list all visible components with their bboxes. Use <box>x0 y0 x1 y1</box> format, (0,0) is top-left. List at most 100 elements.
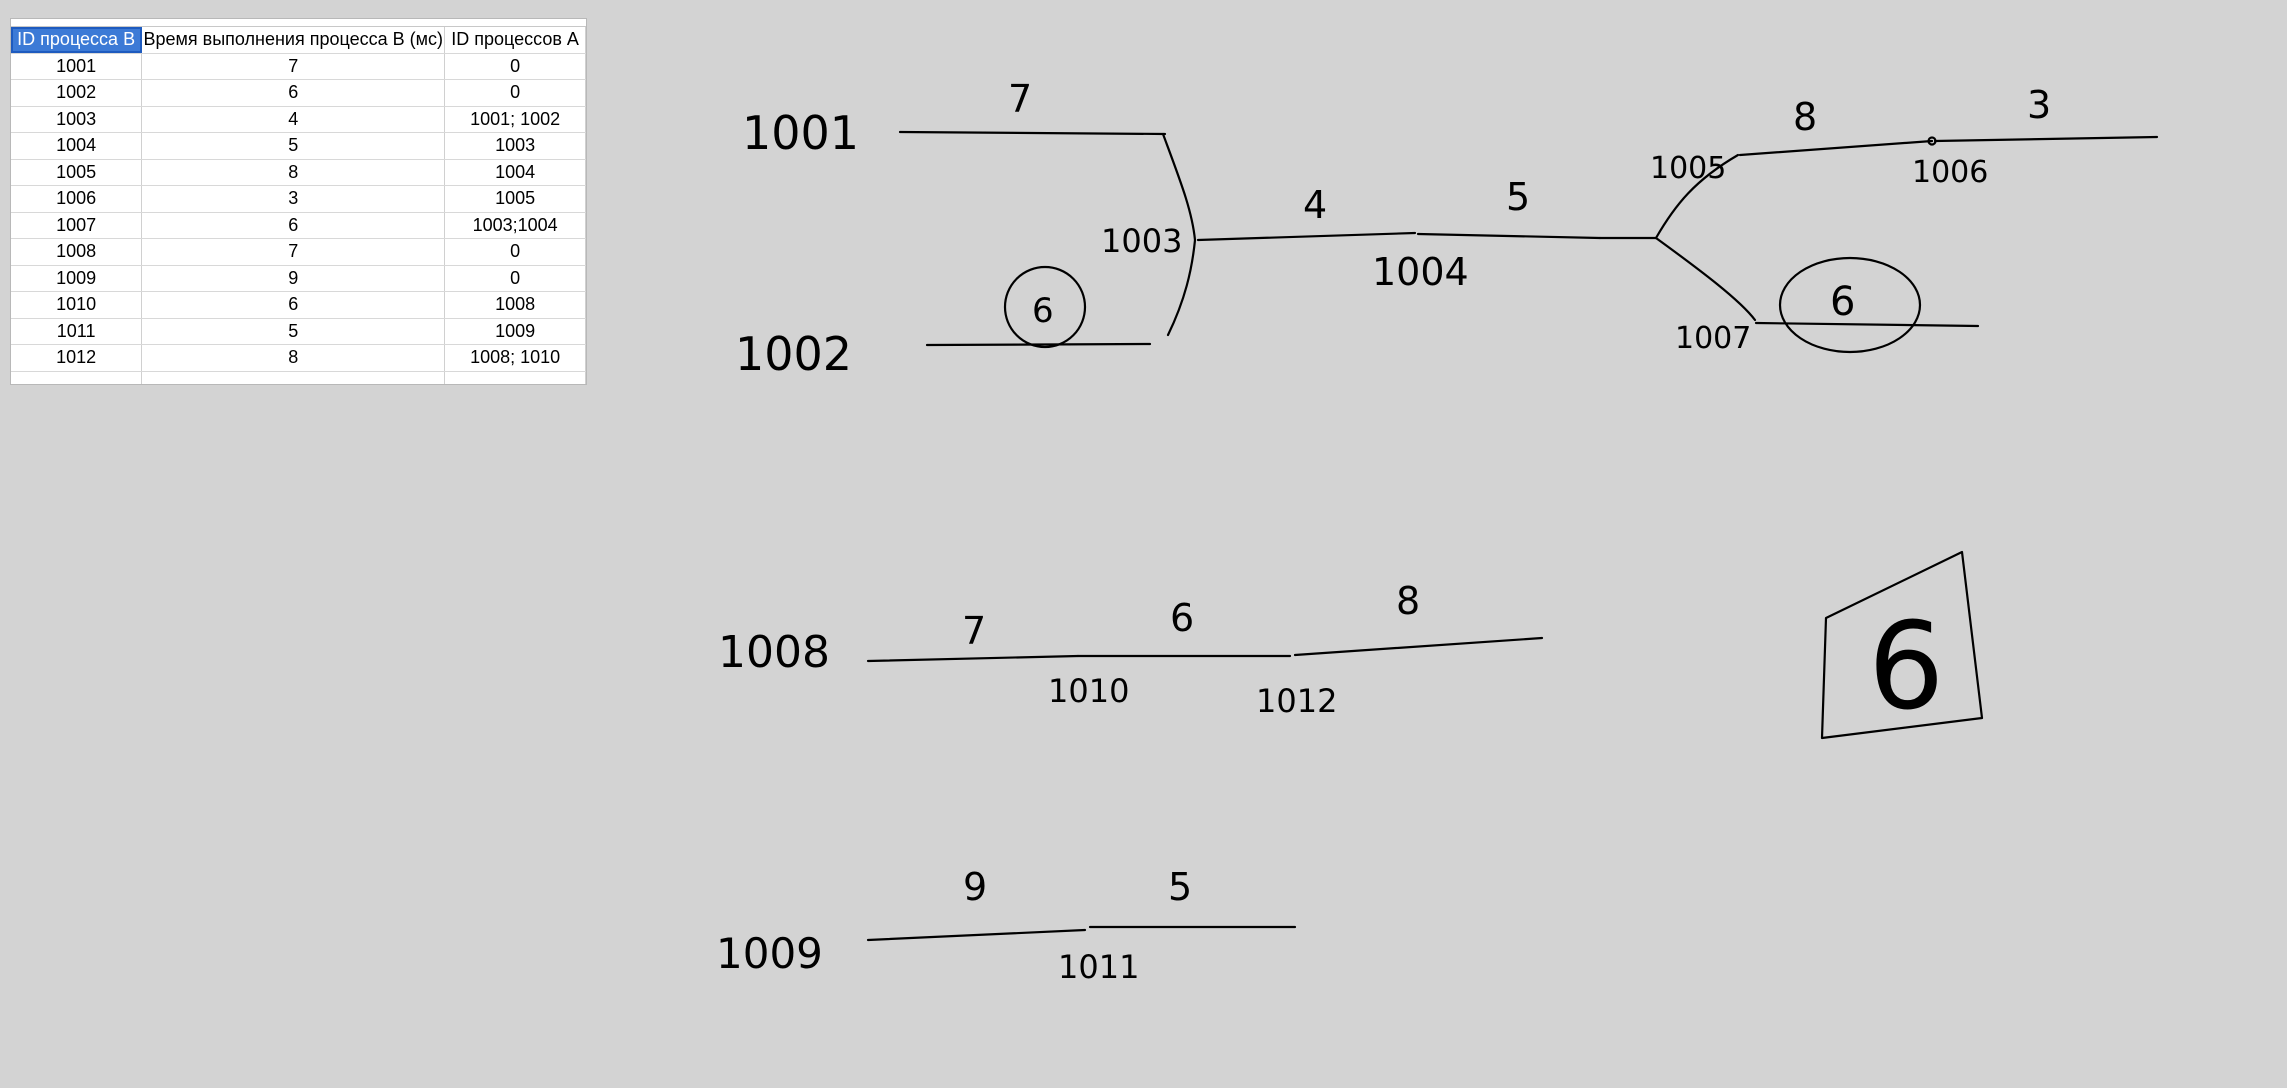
cell-predecessors[interactable]: 1009 <box>444 318 586 345</box>
result-box <box>1820 550 1984 740</box>
table-row: 1006 3 1005 <box>11 185 586 213</box>
edge-merge-upper <box>1161 132 1197 242</box>
edge-1001 <box>898 130 1167 136</box>
cell-process-id[interactable]: 1011 <box>11 318 143 345</box>
empty-cell[interactable] <box>444 371 586 384</box>
table-row: 1004 5 1003 <box>11 132 586 160</box>
circled-6-right <box>1778 256 1922 354</box>
cell-process-id[interactable]: 1009 <box>11 265 143 292</box>
cell-exec-time[interactable]: 7 <box>141 53 446 80</box>
empty-cell[interactable] <box>11 371 143 384</box>
sheet-header-strip <box>11 19 586 27</box>
cell-predecessors[interactable]: 1008 <box>444 291 586 319</box>
table-row: 1005 8 1004 <box>11 159 586 186</box>
cell-predecessors[interactable]: 0 <box>444 238 586 266</box>
cell-exec-time[interactable]: 7 <box>141 238 446 266</box>
table-row: 1002 6 0 <box>11 79 586 107</box>
cell-exec-time[interactable]: 8 <box>141 344 446 372</box>
label-1011: 1011 <box>1058 948 1139 986</box>
cell-exec-time[interactable]: 5 <box>141 318 446 345</box>
weight-1009: 9 <box>963 865 987 909</box>
cell-exec-time[interactable]: 6 <box>141 79 446 107</box>
label-1008: 1008 <box>718 627 830 678</box>
result-value: 6 <box>1868 598 1944 737</box>
cell-predecessors[interactable]: 1001; 1002 <box>444 106 586 133</box>
header-predecessors[interactable]: ID процессов A <box>444 27 586 54</box>
header-process-id[interactable]: ID процесса B <box>11 27 143 54</box>
edge-1008 <box>866 654 1080 663</box>
cell-process-id[interactable]: 1012 <box>11 344 143 372</box>
weight-1007: 6 <box>1830 279 1855 325</box>
cell-exec-time[interactable]: 3 <box>141 185 446 213</box>
cell-exec-time[interactable]: 5 <box>141 132 446 160</box>
table-row: 1012 8 1008; 1010 <box>11 344 586 372</box>
edge-merge-lower <box>1166 238 1197 337</box>
label-1003: 1003 <box>1101 222 1182 260</box>
cell-exec-time[interactable]: 8 <box>141 159 446 186</box>
edge-1005 <box>1738 139 1934 157</box>
table-header-row: ID процесса B Время выполнения процесса … <box>11 27 586 54</box>
label-1007: 1007 <box>1675 321 1751 356</box>
weight-1008: 7 <box>962 609 986 653</box>
circled-6-left <box>1003 265 1087 349</box>
table-row: 1011 5 1009 <box>11 318 586 345</box>
spreadsheet-panel[interactable]: ID процесса B Время выполнения процесса … <box>10 18 587 385</box>
weight-1010: 6 <box>1170 596 1194 640</box>
weight-1001: 7 <box>1008 77 1032 121</box>
cell-exec-time[interactable]: 6 <box>141 212 446 239</box>
cell-process-id[interactable]: 1004 <box>11 132 143 160</box>
cell-process-id[interactable]: 1001 <box>11 53 143 80</box>
edge-branch-up <box>1654 153 1740 240</box>
edge-1007 <box>1754 321 1980 328</box>
label-1010: 1010 <box>1048 672 1129 710</box>
cell-predecessors[interactable]: 0 <box>444 53 586 80</box>
weight-1011: 5 <box>1168 865 1192 909</box>
cell-predecessors[interactable]: 0 <box>444 79 586 107</box>
table-row: 1003 4 1001; 1002 <box>11 106 586 133</box>
label-1002: 1002 <box>735 327 852 381</box>
cell-process-id[interactable]: 1005 <box>11 159 143 186</box>
cell-predecessors[interactable]: 1003;1004 <box>444 212 586 239</box>
cell-process-id[interactable]: 1006 <box>11 185 143 213</box>
cell-process-id[interactable]: 1010 <box>11 291 143 319</box>
header-exec-time[interactable]: Время выполнения процесса B (мс) <box>141 27 446 54</box>
weight-1006: 3 <box>2027 83 2051 127</box>
cell-exec-time[interactable]: 4 <box>141 106 446 133</box>
weight-1002: 6 <box>1032 291 1054 331</box>
table-row: 1009 9 0 <box>11 265 586 292</box>
cell-predecessors[interactable]: 1005 <box>444 185 586 213</box>
process-table: ID процесса B Время выполнения процесса … <box>11 27 586 384</box>
label-1009: 1009 <box>716 929 823 978</box>
weight-1005: 8 <box>1793 95 1817 139</box>
weight-1012: 8 <box>1396 579 1420 623</box>
weight-1003: 4 <box>1303 183 1327 227</box>
empty-cell[interactable] <box>141 371 446 384</box>
label-1006: 1006 <box>1912 155 1988 190</box>
edge-branch-down <box>1654 236 1757 322</box>
cell-predecessors[interactable]: 1008; 1010 <box>444 344 586 372</box>
cell-predecessors[interactable]: 1004 <box>444 159 586 186</box>
cell-process-id[interactable]: 1008 <box>11 238 143 266</box>
weight-1004: 5 <box>1506 175 1530 219</box>
edge-1003 <box>1196 231 1417 242</box>
edge-1009 <box>866 928 1087 942</box>
cell-predecessors[interactable]: 0 <box>444 265 586 292</box>
edge-1012 <box>1293 636 1544 657</box>
cell-exec-time[interactable]: 6 <box>141 291 446 319</box>
cell-process-id[interactable]: 1007 <box>11 212 143 239</box>
cell-predecessors[interactable]: 1003 <box>444 132 586 160</box>
table-row: 1007 6 1003;1004 <box>11 212 586 239</box>
cell-process-id[interactable]: 1003 <box>11 106 143 133</box>
edge-1002 <box>925 342 1152 347</box>
cell-exec-time[interactable]: 9 <box>141 265 446 292</box>
label-1005: 1005 <box>1650 151 1726 186</box>
edge-1006 <box>1933 135 2159 143</box>
table-row: 1001 7 0 <box>11 53 586 80</box>
label-1001: 1001 <box>742 106 859 160</box>
table-row-empty <box>11 371 586 384</box>
label-1004: 1004 <box>1372 250 1469 294</box>
table-row: 1008 7 0 <box>11 238 586 266</box>
cell-process-id[interactable]: 1002 <box>11 79 143 107</box>
label-1012: 1012 <box>1256 682 1337 720</box>
